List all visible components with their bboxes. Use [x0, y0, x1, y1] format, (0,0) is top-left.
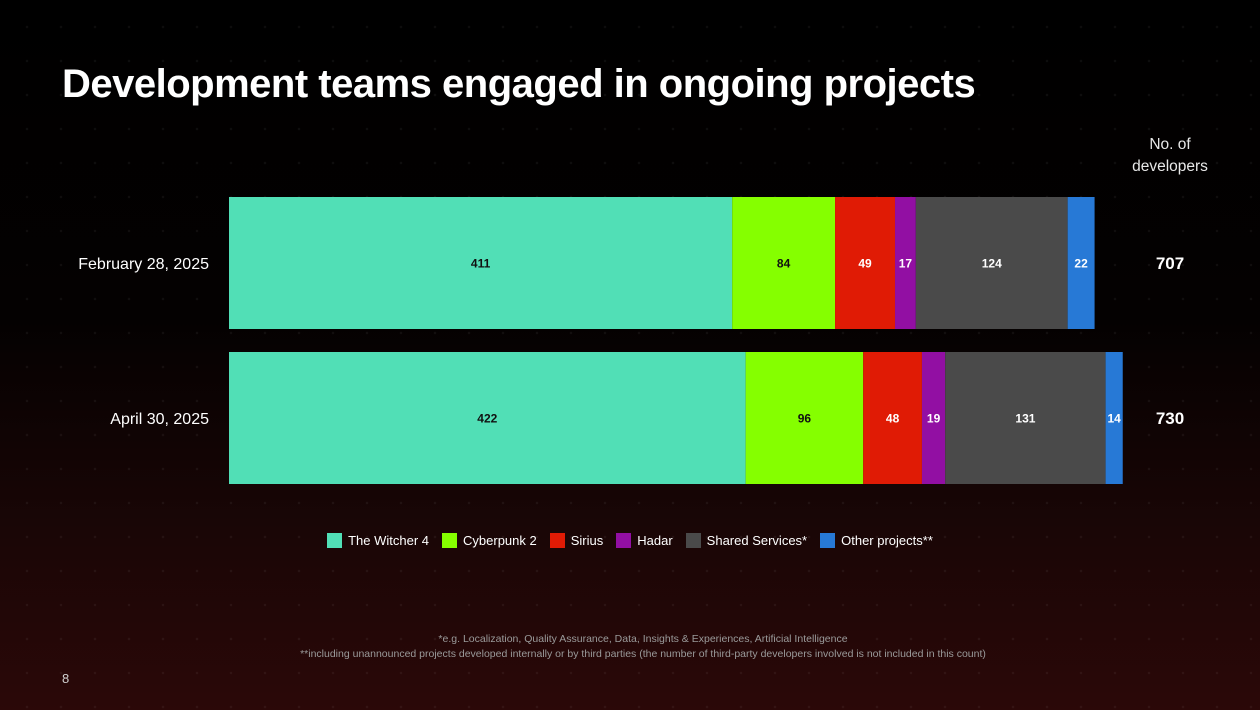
- data-label: 411: [471, 257, 491, 271]
- row-total: 707: [1156, 254, 1184, 273]
- bar-segment: [229, 352, 746, 484]
- data-label: 48: [886, 412, 900, 426]
- data-label: 124: [982, 257, 1002, 271]
- legend-swatch: [327, 533, 343, 548]
- data-label: 14: [1107, 412, 1121, 426]
- legend-item: Hadar: [616, 533, 673, 548]
- bar-segment: [835, 197, 896, 329]
- legend-swatch: [549, 533, 565, 548]
- legend-swatch: [442, 533, 458, 548]
- row-total: 730: [1156, 409, 1184, 428]
- page-number: 8: [62, 671, 70, 686]
- bar-segment: [745, 352, 864, 484]
- bar-segment: [229, 197, 733, 329]
- data-label: 22: [1074, 257, 1088, 271]
- page-title: Development teams engaged in ongoing pro…: [62, 62, 976, 106]
- bar-segment: [732, 197, 836, 329]
- legend-item: Cyberpunk 2: [442, 533, 537, 548]
- data-label: 422: [477, 412, 497, 426]
- bar-segment: [1105, 352, 1123, 484]
- data-label: 19: [927, 412, 941, 426]
- data-label: 17: [899, 257, 913, 271]
- bar-segment: [863, 352, 922, 484]
- legend-label: The Witcher 4: [348, 533, 430, 548]
- data-label: 49: [858, 257, 872, 271]
- footnotes: *e.g. Localization, Quality Assurance, D…: [0, 632, 1260, 662]
- legend-label: Shared Services*: [706, 533, 808, 548]
- legend-item: Sirius: [549, 533, 604, 548]
- legend-label: Other projects**: [841, 533, 933, 548]
- totals-header-line-1: No. of: [1149, 136, 1191, 153]
- footnote-2: **including unannounced projects develop…: [300, 648, 986, 660]
- bar-segment: [921, 352, 946, 484]
- legend-swatch: [820, 533, 836, 548]
- legend-swatch: [616, 533, 632, 548]
- legend-item: Other projects**: [820, 533, 933, 548]
- totals-header-line-2: developers: [1132, 158, 1208, 175]
- data-label: 96: [798, 412, 812, 426]
- category-label: February 28, 2025: [78, 256, 209, 273]
- footnote-1: *e.g. Localization, Quality Assurance, D…: [438, 633, 848, 645]
- data-label: 131: [1015, 412, 1035, 426]
- bar-segment: [915, 197, 1068, 329]
- bar-segment: [895, 197, 916, 329]
- legend-label: Cyberpunk 2: [463, 533, 537, 548]
- legend-label: Hadar: [637, 533, 673, 548]
- legend-swatch: [685, 533, 701, 548]
- stacked-bar-chart: February 28, 2025 411 84 49 17 124 22 707 April …: [78, 197, 1184, 484]
- chart-legend: The Witcher 4 Cyberpunk 2 Sirius Hadar Share…: [0, 533, 1260, 548]
- totals-column-header: No. of developers: [1110, 134, 1230, 178]
- bar-segment: [1067, 197, 1095, 329]
- data-label: 84: [777, 257, 791, 271]
- bar-segment: [945, 352, 1106, 484]
- legend-label: Sirius: [570, 533, 604, 548]
- category-label: April 30, 2025: [110, 411, 209, 428]
- legend-item: The Witcher 4: [327, 533, 429, 548]
- legend-item: Shared Services*: [685, 533, 808, 548]
